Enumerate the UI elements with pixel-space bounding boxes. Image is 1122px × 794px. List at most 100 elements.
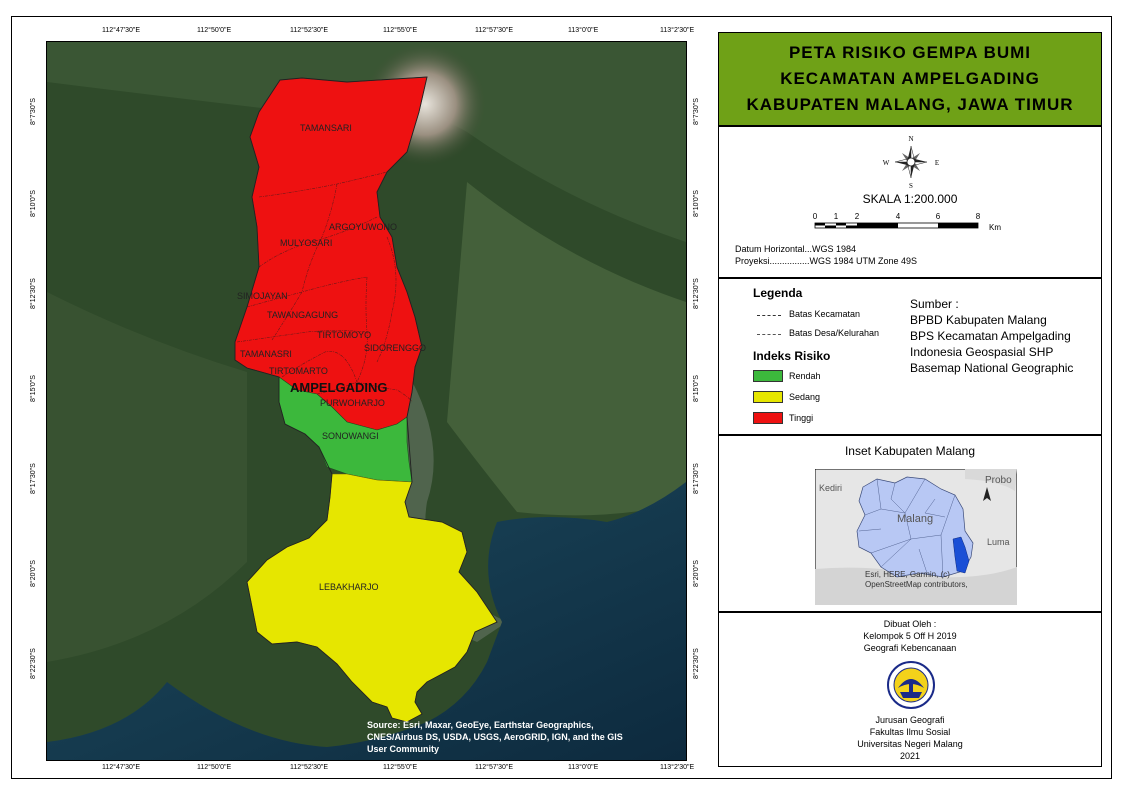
swatch-rendah [753,370,783,382]
swatch-tinggi [753,412,783,424]
inset-title: Inset Kabupaten Malang [844,444,976,458]
coordinate-tick-label: 113°2'30"E [660,764,695,771]
coordinate-tick-label: 8°22'30"S [693,648,700,679]
coordinate-tick-label: 8°17'30"S [30,463,37,494]
label-purwoharjo: PURWOHARJO [320,398,385,408]
legend-batas-kecamatan: Batas Kecamatan [789,309,861,319]
inset-highlight-ampelgading [952,536,970,574]
svg-text:W: W [883,159,890,167]
sumber-item: BPS Kecamatan Ampelgading [910,329,1071,343]
basemap-credit-line3: User Community [367,744,439,754]
author-year: 2021 [899,751,921,761]
university-logo-icon [887,661,935,709]
inset-north-arrow-icon [983,487,991,501]
coordinate-tick-label: 8°12'30"S [30,278,37,309]
coordinate-tick-label: 112°50'0"E [197,764,232,771]
label-lebakharjo: LEBAKHARJO [319,582,379,592]
label-argoyuwono: ARGOYUWONO [329,222,397,232]
sumber-item: Indonesia Geospasial SHP [910,345,1054,359]
coordinate-tick-label: 113°2'30"E [660,27,695,34]
svg-text:E: E [935,159,939,167]
kecamatan-boundary [234,76,498,723]
coordinate-tick-label: 112°52'30"E [290,27,329,34]
author-panel: Dibuat Oleh : Kelompok 5 Off H 2019 Geog… [718,612,1102,767]
basemap-credit-line2: CNES/Airbus DS, USDA, USGS, AeroGRID, IG… [367,732,623,742]
map-canvas: TAMANSARI ARGOYUWONO MULYOSARI SIMOJAYAN… [47,42,686,760]
legend-batas-desa: Batas Desa/Kelurahan [789,328,880,338]
label-sidorenggo: SIDORENGGO [364,343,426,353]
compass-rose-icon: N S E W [883,135,939,189]
label-tirtomoyo: TIRTOMOYO [317,330,371,340]
label-mulyosari: MULYOSARI [280,238,332,248]
main-map[interactable]: TAMANSARI ARGOYUWONO MULYOSARI SIMOJAYAN… [46,41,687,761]
scale-label: 6 [936,212,941,221]
scale-panel: N S E W SKALA 1:200.000 0 1 2 4 6 8 Km D… [718,126,1102,278]
map-layout-frame [11,16,1112,779]
label-tawangagung: TAWANGAGUNG [267,310,338,320]
label-kecamatan: AMPELGADING [290,380,388,395]
coordinate-tick-label: 8°10'0"S [693,190,700,217]
datum-line1: Datum Horizontal...WGS 1984 [735,244,857,254]
author-fakultas: Fakultas Ilmu Sosial [869,727,951,737]
label-simojayan: SIMOJAYAN [237,291,288,301]
line-symbol-desa [757,334,781,335]
coordinate-tick-label: 8°20'0"S [30,560,37,587]
svg-text:S: S [909,182,913,189]
title-line3: KABUPATEN MALANG, JAWA TIMUR [746,95,1074,114]
legend-rendah: Rendah [789,371,821,381]
legend-tinggi: Tinggi [789,413,814,423]
coordinate-tick-label: 113°0'0"E [568,764,599,771]
label-sonowangi: SONOWANGI [322,431,379,441]
scale-text: SKALA 1:200.000 [862,192,958,206]
datum-line2: Proyeksi................WGS 1984 UTM Zon… [735,256,918,266]
label-tirtomarto: TIRTOMARTO [269,366,328,376]
coordinate-tick-label: 112°55'0"E [383,764,418,771]
coordinate-tick-label: 112°57'30"E [475,764,514,771]
basemap-credit-line1: Source: Esri, Maxar, GeoEye, Earthstar G… [367,720,594,730]
author-univ: Universitas Negeri Malang [857,739,963,749]
inset-panel: Inset Kabupaten Malang Kediri Malang Pro… [718,435,1102,612]
coordinate-tick-label: 113°0'0"E [568,27,599,34]
coordinate-tick-label: 8°20'0"S [693,560,700,587]
svg-text:N: N [908,135,913,143]
inset-map[interactable]: Kediri Malang Probo Luma Esri, HERE, Gar… [815,469,1017,605]
title-line2: KECAMATAN AMPELGADING [780,69,1040,88]
coordinate-tick-label: 112°57'30"E [475,27,514,34]
sumber-item: Basemap National Geographic [910,361,1074,375]
scale-label: 1 [834,212,839,221]
inset-credit1: Esri, HERE, Garmin, (c) [865,570,950,579]
sumber-item: BPBD Kabupaten Malang [910,313,1047,327]
label-tamansari: TAMANSARI [300,123,352,133]
scale-unit: Km [989,223,1001,232]
author-kelompok: Kelompok 5 Off H 2019 [863,631,957,641]
coordinate-tick-label: 112°47'30"E [102,764,141,771]
basemap-forest-west [47,292,247,662]
coordinate-tick-label: 8°15'0"S [693,375,700,402]
legend-sedang: Sedang [789,392,821,402]
inset-label-malang: Malang [897,513,933,525]
basemap-lowland-east [447,182,686,516]
coordinate-tick-label: 8°15'0"S [30,375,37,402]
sumber-title: Sumber : [910,297,959,311]
coordinate-tick-label: 8°7'30"S [693,98,700,125]
inset-label-luma: Luma [987,537,1010,547]
scale-bar: 0 1 2 4 6 8 Km [813,212,1002,232]
author-mk: Geografi Kebencanaan [863,643,957,653]
coordinate-tick-label: 112°47'30"E [102,27,141,34]
legend-title: Legenda [753,286,803,300]
village-boundaries [236,171,413,403]
coordinate-tick-label: 8°22'30"S [30,648,37,679]
coordinate-tick-label: 112°52'30"E [290,764,329,771]
legend-panel: Legenda Batas Kecamatan Batas Desa/Kelur… [718,278,1102,435]
scale-label: 4 [896,212,901,221]
inset-credit2: OpenStreetMap contributors, [865,580,968,589]
author-dibuat: Dibuat Oleh : [883,619,937,629]
sea [47,482,686,760]
title-line1: PETA RISIKO GEMPA BUMI [788,43,1032,62]
coordinate-tick-label: 112°50'0"E [197,27,232,34]
inset-label-kediri: Kediri [819,483,842,493]
inset-label-probo: Probo [985,475,1012,486]
scale-label: 0 [813,212,818,221]
coordinate-tick-label: 8°12'30"S [693,278,700,309]
author-jurusan: Jurusan Geografi [875,715,945,725]
